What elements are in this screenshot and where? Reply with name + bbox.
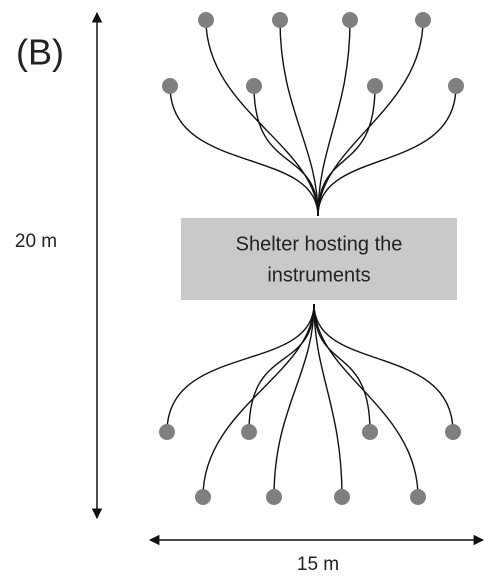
sensor	[334, 489, 350, 505]
cable	[317, 19, 351, 217]
cable	[313, 303, 343, 498]
cable	[313, 303, 419, 498]
cable	[317, 19, 424, 217]
cable	[169, 85, 319, 217]
sensor	[246, 78, 262, 94]
height-label: 20 m	[15, 231, 57, 252]
cable	[202, 303, 315, 498]
sensor	[362, 424, 378, 440]
sensors	[159, 12, 464, 505]
cable	[313, 303, 454, 433]
cables	[166, 19, 457, 498]
sensor	[445, 424, 461, 440]
sensor	[241, 424, 257, 440]
sensor	[272, 12, 288, 28]
cable	[248, 303, 315, 433]
cable	[253, 85, 319, 217]
cable	[205, 19, 319, 217]
sensor	[367, 78, 383, 94]
sensor	[162, 78, 178, 94]
sensor	[198, 12, 214, 28]
sensor	[342, 12, 358, 28]
sensor	[159, 424, 175, 440]
cable	[313, 303, 371, 433]
sensor	[195, 489, 211, 505]
cable	[317, 85, 457, 217]
cable	[273, 303, 315, 498]
sensor	[410, 489, 426, 505]
shelter-text: instruments	[267, 264, 370, 286]
panel-label: (B)	[16, 32, 64, 73]
cable	[279, 19, 319, 217]
width-label: 15 m	[297, 554, 339, 575]
cable	[317, 85, 376, 217]
cable	[166, 303, 315, 433]
sensor	[448, 78, 464, 94]
shelter-box	[181, 218, 457, 300]
shelter-text: Shelter hosting the	[236, 233, 403, 255]
sensor	[266, 489, 282, 505]
sensor	[415, 12, 431, 28]
